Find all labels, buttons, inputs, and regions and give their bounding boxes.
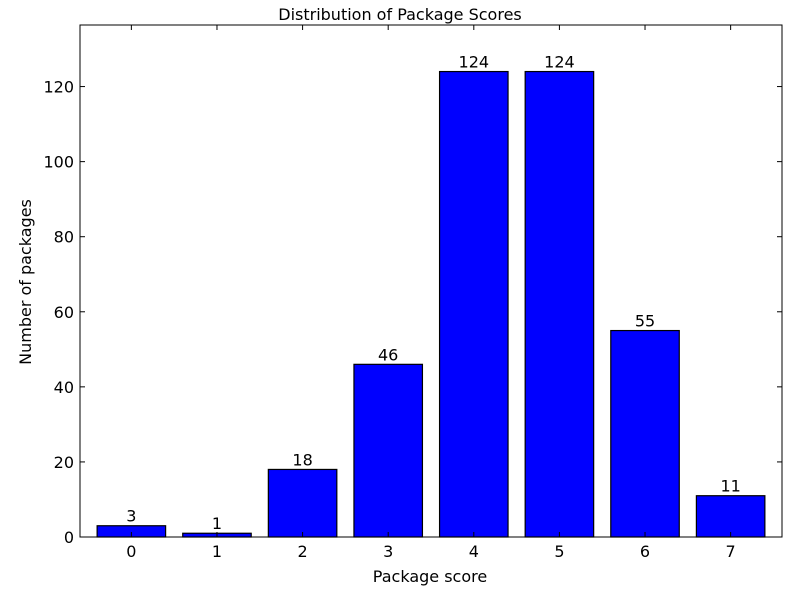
bar-4 <box>438 70 509 538</box>
chart-title: Distribution of Package Scores <box>278 5 522 24</box>
bar-value-label: 11 <box>720 477 740 496</box>
bar-value-label: 55 <box>635 312 655 331</box>
y-tick-label: 100 <box>43 153 74 172</box>
y-tick-label: 0 <box>64 528 74 547</box>
y-tick-label: 20 <box>54 453 74 472</box>
x-tick-label: 7 <box>726 542 736 561</box>
bar-3 <box>353 363 424 538</box>
x-tick-label: 5 <box>554 542 564 561</box>
bar-value-label: 124 <box>544 53 575 72</box>
x-tick-label: 6 <box>640 542 650 561</box>
x-tick-label: 0 <box>126 542 136 561</box>
bar-value-label: 18 <box>292 450 312 469</box>
bar-value-label: 46 <box>378 345 398 364</box>
bar-value-label: 124 <box>459 53 490 72</box>
bar-7 <box>695 495 766 538</box>
bar-value-label: 1 <box>212 514 222 533</box>
x-tick-label: 2 <box>297 542 307 561</box>
bars-layer: 3 1 18 46 124 124 55 11 <box>96 53 766 538</box>
x-tick-label: 3 <box>383 542 393 561</box>
axes-layer: 0 20 40 60 80 100 120 0 1 2 3 4 5 6 7 <box>43 24 783 561</box>
bar-value-label: 3 <box>126 507 136 526</box>
y-tick-label: 60 <box>54 303 74 322</box>
x-tick-label: 4 <box>469 542 479 561</box>
y-axis-label: Number of packages <box>16 199 35 365</box>
y-tick-label: 80 <box>54 228 74 247</box>
bar-6 <box>610 329 680 538</box>
plot-frame <box>79 24 783 538</box>
x-axis-label: Package score <box>373 567 487 586</box>
bar-2 <box>267 468 338 538</box>
bar-5 <box>524 70 595 538</box>
y-tick-label: 120 <box>43 78 74 97</box>
x-tick-label: 1 <box>212 542 222 561</box>
y-tick-label: 40 <box>54 378 74 397</box>
